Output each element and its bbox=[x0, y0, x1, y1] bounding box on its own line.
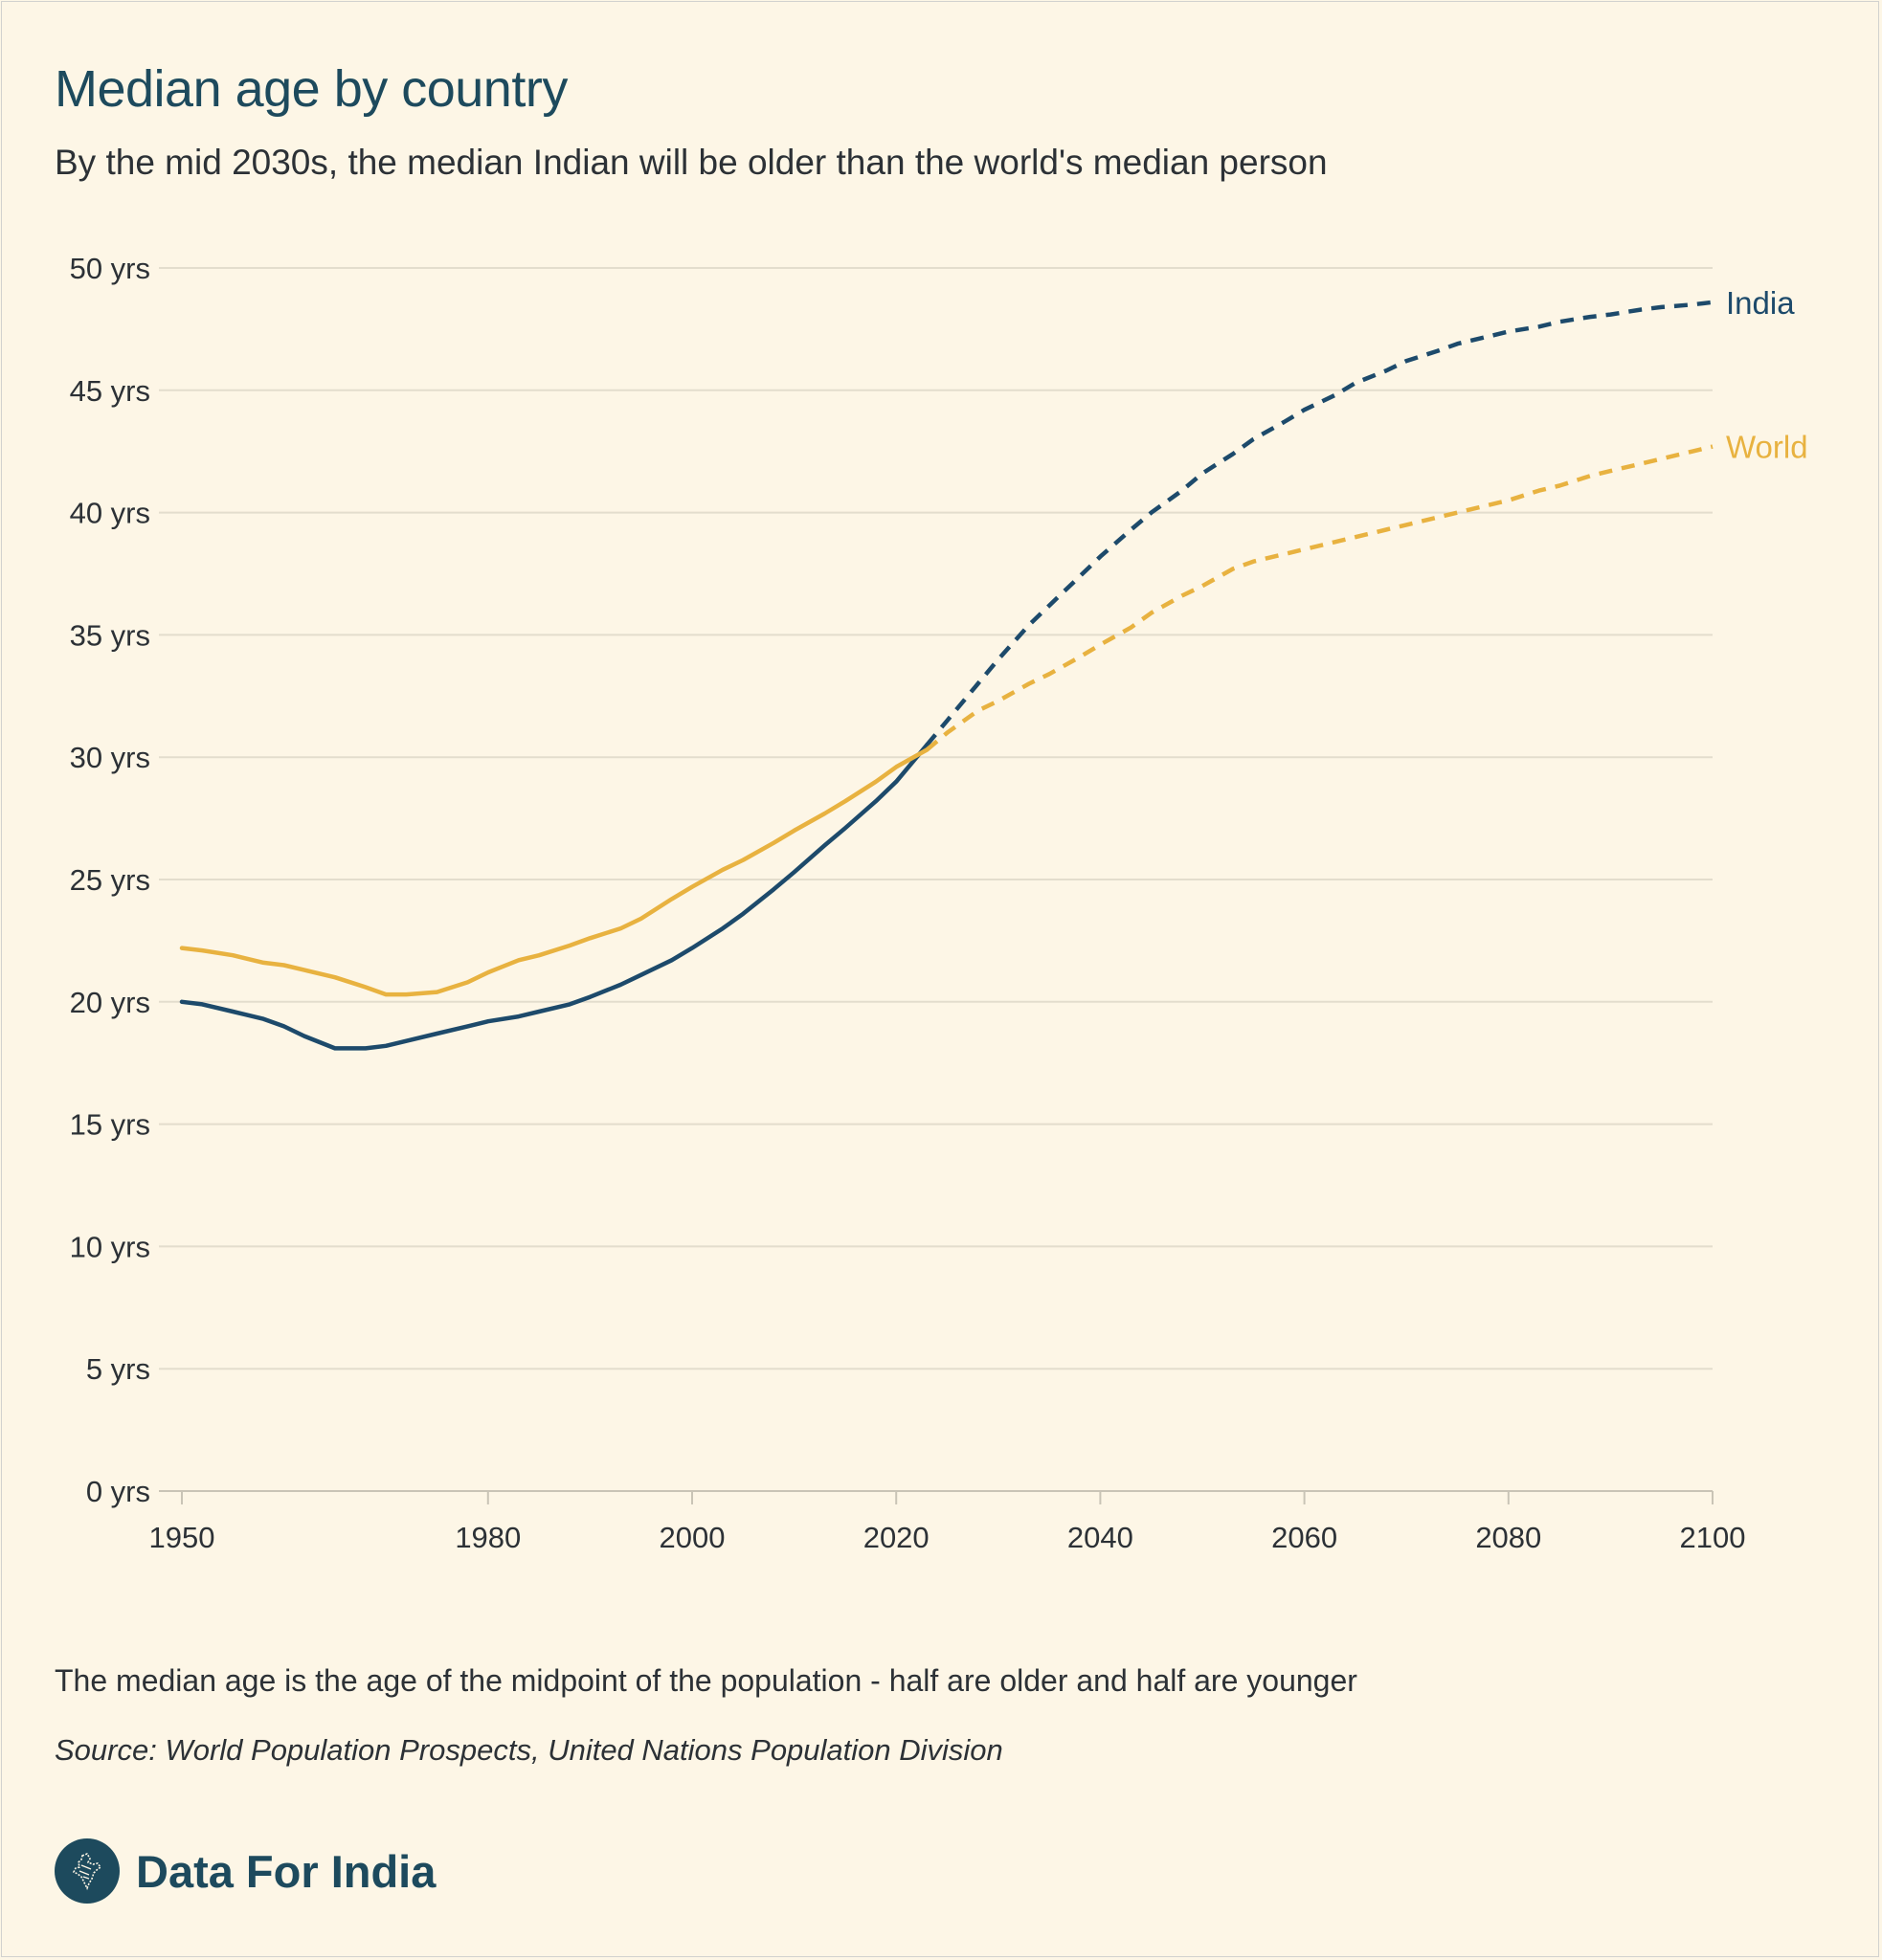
y-axis-tick-labels: 0 yrs 5 yrs 10 yrs 15 yrs 20 yrs 25 yrs 30 yrs… bbox=[70, 252, 150, 1508]
india-series-label: India bbox=[1726, 285, 1795, 321]
world-series-label: World bbox=[1726, 430, 1808, 465]
x-tick-label: 1980 bbox=[455, 1521, 521, 1554]
y-tick-label: 45 yrs bbox=[70, 374, 150, 408]
chart-subtitle: By the mid 2030s, the median Indian will… bbox=[55, 143, 1328, 182]
series-lines bbox=[179, 300, 1714, 1051]
world-line-historical bbox=[179, 747, 930, 997]
x-tick-label: 2080 bbox=[1475, 1521, 1541, 1554]
x-axis bbox=[159, 1490, 1714, 1504]
x-axis-tick-labels: 1950 1980 2000 2020 2040 2060 2080 2100 bbox=[149, 1521, 1746, 1554]
y-tick-label: 35 yrs bbox=[70, 618, 150, 652]
x-tick-label: 1950 bbox=[149, 1521, 215, 1554]
brand-logo-block[interactable]: Data For India bbox=[55, 1838, 436, 1904]
india-map-icon bbox=[55, 1838, 120, 1904]
india-line-projection bbox=[925, 300, 1714, 746]
brand-name: Data For India bbox=[136, 1845, 437, 1897]
y-tick-label: 10 yrs bbox=[70, 1230, 150, 1263]
x-tick-label: 2000 bbox=[660, 1521, 726, 1554]
x-tick-label: 2100 bbox=[1680, 1521, 1746, 1554]
x-tick-label: 2040 bbox=[1067, 1521, 1133, 1554]
x-tick-label: 2020 bbox=[863, 1521, 930, 1554]
source-text: Source: World Population Prospects, Unit… bbox=[55, 1733, 1003, 1767]
y-tick-label: 20 yrs bbox=[70, 986, 150, 1019]
footnote: The median age is the age of the midpoin… bbox=[55, 1663, 1357, 1698]
y-tick-label: 30 yrs bbox=[70, 741, 150, 774]
india-line-historical bbox=[179, 743, 930, 1051]
y-tick-label: 50 yrs bbox=[70, 252, 150, 285]
y-tick-label: 15 yrs bbox=[70, 1108, 150, 1142]
grid-lines bbox=[159, 267, 1713, 1370]
page-title: Median age by country bbox=[55, 60, 568, 118]
y-tick-label: 0 yrs bbox=[86, 1475, 150, 1508]
world-line-projection bbox=[925, 444, 1714, 752]
y-tick-label: 25 yrs bbox=[70, 863, 150, 897]
series-labels: India World bbox=[1726, 285, 1808, 465]
y-tick-label: 40 yrs bbox=[70, 497, 150, 530]
y-tick-label: 5 yrs bbox=[86, 1352, 150, 1386]
x-tick-label: 2060 bbox=[1271, 1521, 1337, 1554]
